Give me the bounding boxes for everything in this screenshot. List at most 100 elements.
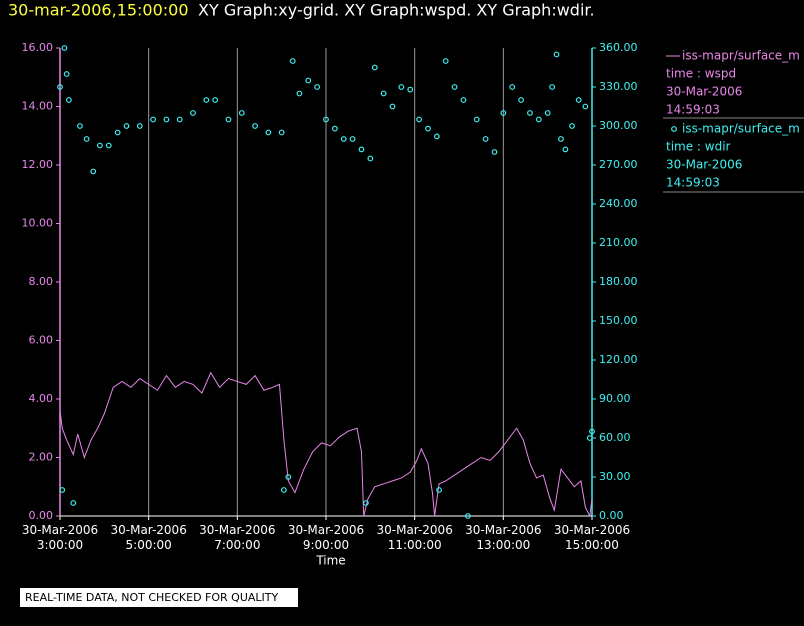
wdir-point (90, 168, 97, 175)
y2-tick-label: 60.00 (599, 431, 631, 444)
x-tick-label: 30-Mar-2006 3:00:00 (21, 523, 99, 552)
header-title: XY Graph:xy-grid. XY Graph:wspd. XY Grap… (198, 1, 595, 20)
y-tick-label: 8.00 (29, 275, 54, 288)
wdir-point (323, 116, 329, 123)
legend-detail: 14:59:03 (666, 176, 720, 190)
y-tick-label: 0.00 (29, 509, 54, 522)
legend-detail: time : wspd (666, 67, 736, 81)
wdir-point (190, 110, 196, 116)
wdir-point (358, 146, 365, 153)
x-tick-label: 30-Mar-2006 7:00:00 (199, 523, 276, 552)
wdir-point (57, 84, 63, 90)
wdir-point (562, 146, 569, 153)
wdir-point (433, 133, 440, 140)
wdir-point (349, 136, 356, 142)
wdir-point (296, 90, 303, 97)
wdir-point (70, 500, 77, 506)
wdir-point (65, 97, 72, 103)
y-tick-label: 14.00 (22, 100, 54, 113)
wdir-point (518, 97, 524, 103)
y-tick-label: 10.00 (22, 217, 54, 230)
y2-tick-label: 330.00 (599, 80, 638, 93)
legend-label: iss-mapr/surface_m (682, 122, 800, 136)
x-tick-label: 30-Mar-2006 13:00:00 (465, 523, 542, 552)
wdir-point (425, 125, 431, 132)
wdir-point (371, 64, 378, 71)
wdir-point (265, 129, 272, 136)
wdir-point (586, 435, 593, 441)
wdir-point (212, 97, 219, 103)
x-tick-label: 30-Mar-2006 15:00:00 (553, 523, 631, 552)
legend-label: iss-mapr/surface_m (682, 49, 800, 63)
wdir-point (280, 487, 287, 493)
header-timestamp: 30-mar-2006,15:00:00 (8, 1, 189, 20)
x-tick-label: 30-Mar-2006 5:00:00 (110, 523, 187, 552)
y2-tick-label: 240.00 (599, 197, 638, 210)
wdir-point (451, 84, 458, 90)
wdir-point (569, 123, 575, 129)
wdir-point (380, 90, 387, 97)
legend-detail: time : wdir (666, 140, 731, 154)
wdir-point (105, 142, 112, 149)
wdir-point (285, 474, 292, 480)
wdir-point (442, 58, 449, 64)
y2-tick-label: 300.00 (599, 119, 638, 132)
y2-tick-label: 120.00 (599, 353, 638, 366)
wdir-point (482, 136, 489, 142)
wdir-point (582, 103, 589, 110)
wdir-point (407, 86, 414, 93)
footer-text: REAL-TIME DATA, NOT CHECKED FOR QUALITY (25, 591, 279, 604)
y-tick-label: 6.00 (29, 334, 54, 347)
wdir-point (464, 513, 471, 519)
wdir-point (553, 51, 560, 58)
y-tick-label: 4.00 (29, 392, 54, 405)
legend-detail: 30-Mar-2006 (666, 85, 742, 99)
wdir-point (278, 129, 285, 136)
wdir-point (500, 110, 507, 116)
wdir-point (96, 142, 103, 149)
wdir-point (491, 149, 498, 155)
wdir-point (363, 500, 369, 506)
wspd-line (59, 371, 593, 518)
wdir-point (163, 116, 170, 123)
wdir-point (114, 129, 121, 136)
wdir-point (203, 97, 210, 103)
y2-tick-label: 90.00 (599, 392, 631, 405)
wdir-point (460, 97, 467, 103)
y2-tick-label: 210.00 (599, 236, 638, 249)
y-tick-label: 12.00 (22, 158, 54, 171)
wdir-point (527, 110, 533, 116)
wdir-point (305, 77, 312, 84)
y2-tick-label: 150.00 (599, 314, 638, 327)
wdir-point (123, 123, 130, 129)
wdir-point (314, 84, 321, 90)
wdir-point (176, 116, 183, 123)
wdir-point (398, 84, 405, 90)
wdir-point (61, 45, 68, 51)
wdir-point (238, 110, 245, 116)
y2-tick-label: 360.00 (599, 41, 638, 54)
y-tick-label: 2.00 (29, 451, 54, 464)
wdir-point (367, 155, 374, 162)
legend-detail: 30-Mar-2006 (666, 158, 742, 172)
wdir-point (436, 487, 442, 493)
wdir-point (340, 136, 347, 142)
wdir-point (544, 110, 551, 116)
wdir-point (77, 123, 83, 129)
x-tick-label: 30-Mar-2006 9:00:00 (287, 523, 365, 552)
wdir-point (289, 58, 296, 64)
y2-tick-label: 270.00 (599, 158, 638, 171)
wdir-point (59, 487, 66, 493)
footer-box (20, 588, 298, 607)
wdir-point (331, 125, 338, 132)
wdir-point (225, 116, 232, 123)
y2-tick-label: 0.00 (599, 509, 624, 522)
wdir-point (589, 428, 595, 435)
wdir-point (83, 136, 90, 142)
wdir-point (575, 97, 582, 103)
wdir-point (535, 116, 542, 123)
y2-tick-label: 180.00 (599, 275, 638, 288)
wdir-point (150, 116, 157, 123)
